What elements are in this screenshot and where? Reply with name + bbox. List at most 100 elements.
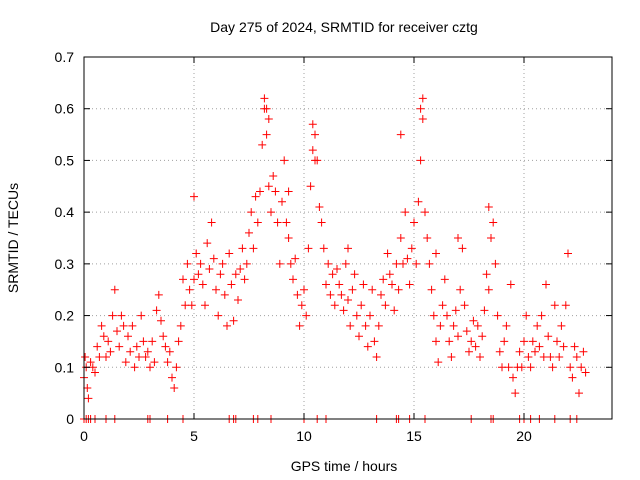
- data-point: [471, 342, 480, 351]
- y-tick-label: 0.1: [55, 359, 75, 375]
- data-point: [454, 332, 462, 341]
- data-point: [229, 316, 238, 325]
- x-tick-label: 10: [296, 428, 312, 444]
- data-point: [568, 373, 577, 382]
- data-point: [414, 197, 423, 206]
- data-point: [152, 306, 161, 315]
- data-point: [83, 383, 92, 392]
- data-point: [104, 337, 113, 346]
- data-point: [308, 120, 317, 129]
- data-point: [304, 244, 313, 253]
- data-point: [291, 254, 300, 263]
- data-point: [520, 337, 528, 346]
- data-point: [335, 280, 344, 289]
- data-point: [295, 321, 304, 330]
- data-point: [220, 290, 229, 299]
- x-tick-label: 5: [190, 428, 198, 444]
- data-point: [396, 130, 405, 139]
- data-point: [418, 115, 427, 124]
- data-point: [493, 311, 502, 320]
- data-point: [476, 352, 484, 361]
- data-point: [502, 321, 511, 330]
- data-point: [328, 270, 337, 279]
- grid-layer: [84, 57, 612, 419]
- data-point: [394, 285, 403, 294]
- data-point: [368, 285, 377, 294]
- data-point: [163, 358, 172, 367]
- data-point: [339, 306, 348, 315]
- data-point: [121, 358, 130, 367]
- data-point: [234, 296, 242, 305]
- data-point: [315, 202, 324, 211]
- data-point: [403, 254, 412, 263]
- data-point: [143, 347, 152, 356]
- data-point: [579, 347, 588, 356]
- axes: 0 0.1 0.2 0.3 0.4 0.5 0.6 0.7 0 5 10 15 20: [55, 49, 612, 444]
- data-point: [456, 285, 465, 294]
- data-point: [260, 94, 269, 103]
- data-point: [559, 342, 568, 351]
- data-point: [88, 363, 97, 372]
- data-point: [326, 290, 335, 299]
- data-point: [317, 218, 326, 227]
- data-point: [253, 218, 262, 227]
- data-point: [511, 389, 520, 398]
- data-point: [399, 259, 407, 268]
- data-point: [150, 358, 159, 367]
- data-point: [429, 311, 438, 320]
- data-point: [86, 358, 95, 367]
- data-point: [436, 321, 445, 330]
- data-point: [495, 347, 504, 356]
- data-point: [319, 244, 328, 253]
- data-point: [487, 234, 495, 242]
- data-point: [346, 321, 355, 330]
- data-point: [141, 352, 150, 361]
- data-point: [115, 342, 124, 351]
- data-point: [271, 187, 280, 196]
- data-point: [300, 285, 308, 294]
- data-point: [311, 156, 319, 165]
- data-point: [432, 337, 440, 346]
- data-point: [440, 275, 449, 284]
- data-point: [102, 352, 110, 361]
- data-point: [416, 104, 425, 113]
- data-point: [465, 347, 473, 356]
- data-point: [555, 352, 564, 361]
- data-point: [337, 290, 346, 299]
- data-point: [240, 275, 249, 284]
- data-point: [306, 182, 315, 191]
- data-point: [388, 280, 396, 289]
- data-point: [449, 321, 458, 330]
- data-point: [308, 146, 317, 155]
- data-point: [227, 280, 236, 289]
- data-point: [273, 218, 282, 227]
- data-point: [460, 301, 469, 310]
- data-point: [159, 332, 168, 341]
- data-point: [458, 244, 467, 253]
- data-point: [418, 94, 427, 103]
- data-point: [194, 270, 203, 279]
- data-point: [473, 321, 482, 330]
- data-point: [126, 347, 135, 356]
- data-point: [566, 363, 575, 372]
- y-tick-label: 0.7: [55, 49, 75, 65]
- data-point: [170, 383, 179, 392]
- data-point: [91, 368, 99, 377]
- data-point: [548, 363, 557, 372]
- data-point: [469, 316, 478, 325]
- data-point: [128, 321, 137, 330]
- x-tick-label: 0: [80, 428, 88, 444]
- y-tick-label: 0.2: [55, 308, 75, 324]
- data-point: [124, 332, 132, 341]
- data-point: [297, 301, 306, 310]
- data-point: [146, 363, 154, 372]
- data-point: [108, 311, 117, 320]
- data-point: [269, 171, 278, 180]
- data-point: [575, 389, 583, 398]
- data-point: [223, 321, 231, 330]
- data-point: [264, 115, 273, 124]
- data-point: [137, 311, 146, 320]
- data-point: [407, 244, 416, 253]
- data-point: [522, 311, 531, 320]
